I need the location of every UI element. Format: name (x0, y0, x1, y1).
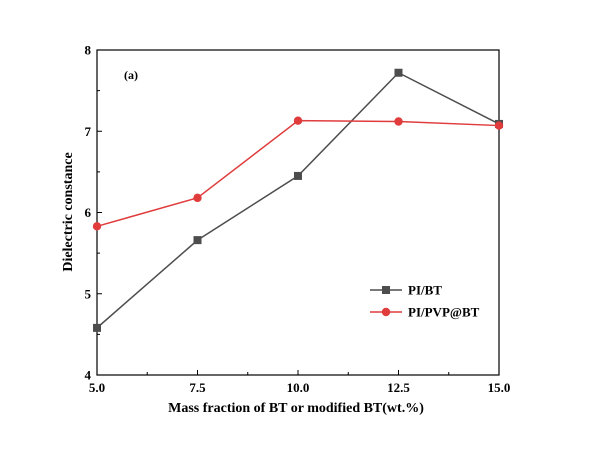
legend: PI/BT PI/PVP@BT (370, 283, 480, 320)
data-point-circle (293, 116, 303, 125)
data-point-square (193, 236, 202, 245)
y-tick-label: 6 (85, 205, 92, 220)
plot-frame (96, 49, 500, 376)
x-tick-label: 12.5 (387, 380, 410, 395)
x-tick-label: 10.0 (287, 380, 310, 395)
y-axis-title: Dielectric constance (61, 152, 76, 271)
x-tick-label: 5.0 (89, 380, 105, 395)
y-tick-label: 7 (85, 124, 92, 139)
x-tick-label: 15.0 (488, 380, 511, 395)
x-tick-label: 7.5 (189, 380, 206, 395)
legend-marker-circle (381, 307, 391, 317)
y-tick-label: 8 (85, 43, 92, 58)
y-tick-label: 4 (85, 368, 92, 383)
axis-ticks: 5.0 7.5 10.0 12.5 15.0 4 5 6 7 8 (85, 43, 511, 396)
data-point-circle (494, 121, 504, 130)
data-point-circle (92, 222, 102, 231)
x-axis-title: Mass fraction of BT or modified BT(wt.%) (168, 401, 424, 416)
data-point-circle (193, 193, 202, 203)
legend-label: PI/PVP@BT (408, 305, 480, 320)
data-point-square (294, 171, 302, 180)
data-point-circle (394, 117, 403, 126)
data-point-square (93, 323, 101, 332)
y-tick-label: 5 (85, 286, 92, 301)
legend-label: PI/BT (408, 283, 442, 298)
plot-border (96, 49, 500, 376)
data-point-square (394, 68, 403, 77)
panel-annotation: (a) (124, 68, 138, 82)
legend-marker-square (382, 286, 390, 294)
series-layer (92, 68, 504, 332)
